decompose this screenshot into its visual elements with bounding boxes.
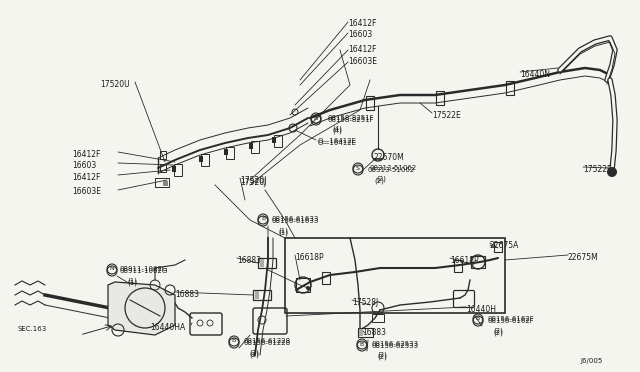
Text: 08156-6162F: 08156-6162F [487,316,534,322]
Text: 08313-51062: 08313-51062 [369,165,416,171]
Text: O—16412E: O—16412E [318,138,357,144]
Text: 16618P: 16618P [450,256,479,265]
Text: 08911-1062G: 08911-1062G [120,268,168,274]
Bar [160,151,166,159]
Text: 16883: 16883 [237,256,261,265]
Bar [285,238,505,313]
Text: 08911-1062G: 08911-1062G [120,266,168,272]
Circle shape [306,286,310,290]
Bar [272,137,276,143]
Bar [249,143,253,149]
Bar [322,272,330,284]
Text: 16412F: 16412F [348,45,376,54]
Text: 22670M: 22670M [373,153,404,162]
Text: 16412F: 16412F [72,173,100,182]
Text: (2): (2) [249,351,259,357]
Text: 17522E: 17522E [432,111,461,120]
Text: (1): (1) [127,279,137,285]
Bar [471,256,485,268]
Bar [251,141,259,153]
Text: (2): (2) [377,354,387,360]
Text: (2): (2) [493,329,503,336]
Text: (1): (1) [278,229,288,235]
Bar [172,166,176,172]
Bar [155,178,169,187]
Text: 22675A: 22675A [490,241,520,250]
Bar [253,290,271,300]
Bar [436,91,444,105]
Bar [260,259,264,267]
Text: SEC.163: SEC.163 [18,326,47,332]
Text: O—16412E: O—16412E [318,140,357,146]
Text: 08156-61633: 08156-61633 [272,216,319,222]
Text: 08156-61228: 08156-61228 [243,340,290,346]
Text: 22675M: 22675M [568,253,599,262]
Bar [454,260,462,272]
Text: 08313-51062: 08313-51062 [367,167,414,173]
Text: (2): (2) [493,327,503,334]
Text: (4): (4) [332,128,342,135]
Text: 16603E: 16603E [72,187,101,196]
Bar [258,258,276,268]
Text: N: N [109,266,115,272]
Text: 17520J: 17520J [240,178,266,187]
Bar [494,242,502,252]
Bar [201,154,209,166]
Text: 08156-61633: 08156-61633 [272,218,319,224]
Text: 17528J: 17528J [352,298,378,307]
Bar [174,164,182,176]
Text: (2): (2) [376,176,386,183]
Text: 16440HA: 16440HA [150,323,185,332]
Text: 08156-6162F: 08156-6162F [487,318,534,324]
Text: 08158‐8251F: 08158‐8251F [328,115,374,121]
Text: 16412F: 16412F [72,150,100,159]
Text: 16412F: 16412F [348,19,376,28]
Bar [163,181,168,186]
Text: (4): (4) [332,126,342,132]
Text: 16603E: 16603E [348,57,377,66]
Text: 16883: 16883 [362,328,386,337]
Text: J6/005: J6/005 [580,358,602,364]
Polygon shape [108,282,175,335]
Text: 17522E: 17522E [583,165,612,174]
Text: B: B [314,115,318,121]
Text: S: S [356,166,360,170]
Bar [199,156,203,162]
Text: (2): (2) [249,349,259,356]
Text: 08156-62533: 08156-62533 [371,341,418,347]
Text: (1): (1) [278,227,288,234]
Text: 16440H: 16440H [466,305,496,314]
Text: B: B [360,341,364,346]
Circle shape [607,167,617,177]
Bar [224,149,228,155]
Text: B: B [232,339,236,343]
Text: 16883: 16883 [175,290,199,299]
Text: 16603: 16603 [348,30,372,39]
Text: 17520U: 17520U [100,80,130,89]
Bar [255,291,259,299]
Text: 16618P: 16618P [295,253,324,262]
Bar [226,147,234,159]
Text: (2): (2) [377,352,387,359]
Bar [366,96,374,110]
Text: 17520J: 17520J [240,176,266,185]
Text: B: B [261,217,265,221]
Bar [274,135,282,147]
Bar [359,329,363,336]
Bar [160,164,166,172]
Text: 16440N: 16440N [520,70,550,79]
Bar [506,81,514,95]
Text: (2): (2) [374,178,384,185]
Text: 08156-62533: 08156-62533 [371,343,418,349]
Text: 16603: 16603 [72,161,96,170]
Bar [358,328,373,337]
Text: 08158-8251F: 08158-8251F [328,117,374,123]
Text: B: B [476,317,480,321]
Text: 08156-61228: 08156-61228 [243,338,290,344]
Bar [372,314,384,322]
Text: (1): (1) [127,277,137,283]
Bar [296,278,310,292]
